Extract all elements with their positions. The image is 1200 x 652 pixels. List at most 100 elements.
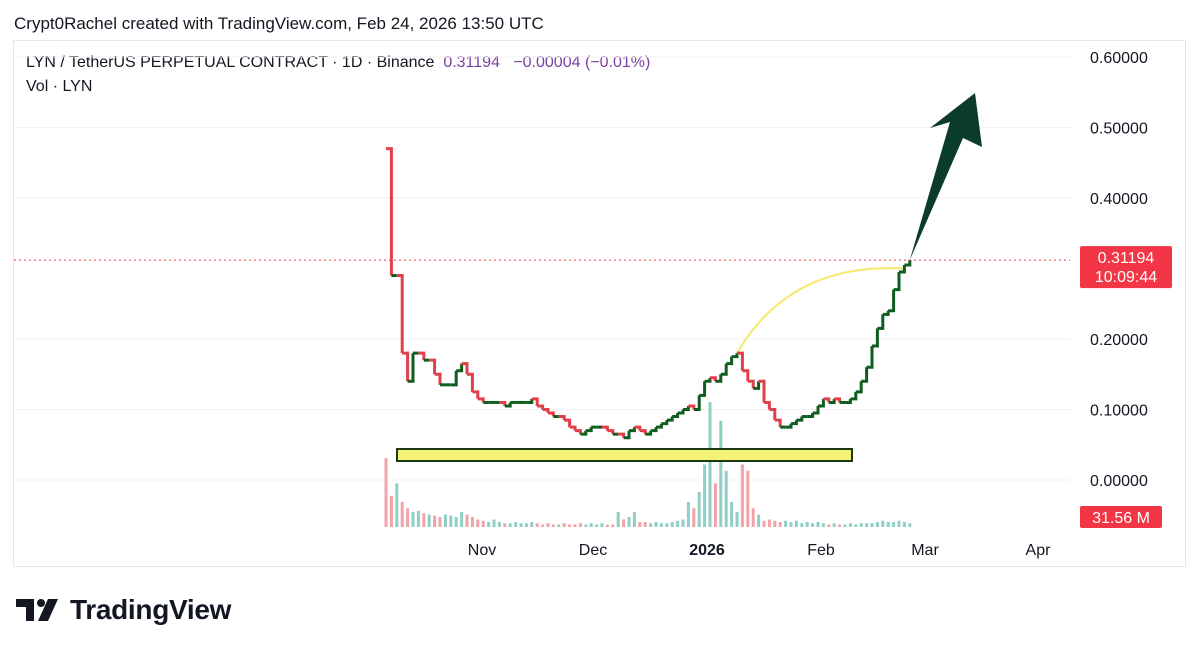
price-segment (656, 423, 663, 429)
symbol-legend: LYN / TetherUS PERPETUAL CONTRACT · 1D ·… (26, 54, 650, 72)
x-tick-label: Dec (579, 542, 607, 559)
volume-bar (665, 523, 669, 527)
price-segment (774, 418, 782, 428)
volume-bar (492, 519, 496, 527)
volume-bar (541, 524, 545, 527)
volume-bar (638, 522, 642, 527)
price-segment (602, 425, 609, 431)
annotation-curve (736, 267, 905, 354)
volume-bar (422, 513, 426, 527)
volume-bar (692, 508, 696, 527)
volume-bar (508, 523, 512, 527)
volume-bar (865, 523, 869, 527)
price-segment (861, 367, 869, 383)
volume-bar (476, 519, 480, 527)
y-tick-label: 0.10000 (1090, 403, 1148, 420)
legend-change: −0.00004 (513, 54, 581, 71)
price-segment (629, 427, 636, 433)
volume-bar (892, 522, 896, 527)
volume-bar (670, 522, 674, 527)
volume-bar (530, 522, 534, 527)
volume-bar (487, 522, 491, 527)
price-segment (467, 372, 474, 392)
price-segment (683, 405, 690, 411)
price-segment (607, 429, 615, 435)
price-segment (877, 314, 885, 330)
price-segment (677, 409, 685, 415)
volume-bar (719, 420, 723, 527)
price-segment (537, 404, 545, 410)
price-segment (623, 430, 631, 440)
volume-bar (524, 523, 528, 527)
price-segment (807, 413, 815, 419)
price-segment (699, 381, 707, 397)
volume-bar (497, 522, 501, 527)
volume-bar (595, 524, 599, 527)
price-segment (618, 432, 626, 438)
price-segment (396, 274, 404, 354)
price-segment (785, 423, 793, 429)
price-segment (704, 377, 712, 383)
price-segment (650, 427, 658, 433)
volume-bar (449, 515, 453, 527)
volume-bar (767, 519, 771, 527)
chart-grid (14, 56, 1070, 481)
volume-bar (659, 523, 663, 527)
volume-bar (816, 522, 820, 527)
price-segment (585, 427, 593, 433)
volume-bar (784, 520, 788, 527)
volume-bar (746, 470, 750, 527)
price-segment (726, 356, 734, 366)
price-segment (882, 310, 890, 316)
tradingview-logo-icon (16, 599, 58, 621)
price-segment (693, 395, 701, 411)
price-segment (731, 353, 739, 359)
volume-badge (1080, 506, 1162, 528)
price-badges: 0.31194 10:09:44 31.56 M (1080, 246, 1172, 528)
badge-countdown: 10:09:44 (1095, 269, 1157, 286)
volume-bar (400, 502, 404, 527)
volume-badge-value: 31.56 M (1092, 510, 1150, 527)
price-segment (548, 411, 555, 417)
volume-bar (562, 523, 566, 527)
volume-bar (762, 520, 766, 527)
price-segment (904, 260, 912, 267)
volume-bar (848, 523, 852, 527)
tradingview-logo[interactable]: TradingView (16, 594, 231, 626)
y-tick-label: 0.00000 (1090, 473, 1148, 490)
volume-bar (519, 523, 523, 527)
price-segment (737, 351, 744, 371)
price-segment (893, 272, 901, 292)
volume-bar (821, 523, 825, 527)
price-segment (564, 418, 572, 428)
volume-bar (697, 492, 701, 527)
volume-bar (854, 524, 858, 527)
x-axis: Nov Dec 2026 Feb Mar Apr (468, 542, 1051, 559)
price-segment (888, 289, 896, 313)
y-tick-label: 0.60000 (1090, 50, 1148, 67)
volume-bar (460, 512, 464, 527)
y-tick-label: 0.40000 (1090, 191, 1148, 208)
volume-bar (568, 524, 572, 527)
volume-bar (557, 524, 561, 527)
badge-price: 0.31194 (1098, 250, 1155, 267)
volume-legend[interactable]: Vol · LYN (26, 78, 93, 95)
price-segment (456, 363, 464, 373)
volume-bar (535, 523, 539, 527)
volume-bar (724, 470, 728, 527)
volume-bar (573, 524, 577, 527)
legend-price: 0.31194 (443, 54, 500, 71)
volume-bar (514, 522, 518, 527)
volume-bar (735, 512, 739, 527)
volume-bar (805, 522, 809, 527)
price-segment (569, 425, 577, 431)
symbol-name[interactable]: LYN / TetherUS PERPETUAL CONTRACT · 1D ·… (26, 54, 435, 71)
volume-bar (395, 483, 399, 527)
price-segment (666, 416, 674, 422)
price-segment (407, 353, 415, 383)
volume-bar (800, 523, 804, 527)
volume-bars (384, 402, 912, 527)
price-segment (461, 362, 469, 375)
annotation-arrow (909, 93, 982, 261)
